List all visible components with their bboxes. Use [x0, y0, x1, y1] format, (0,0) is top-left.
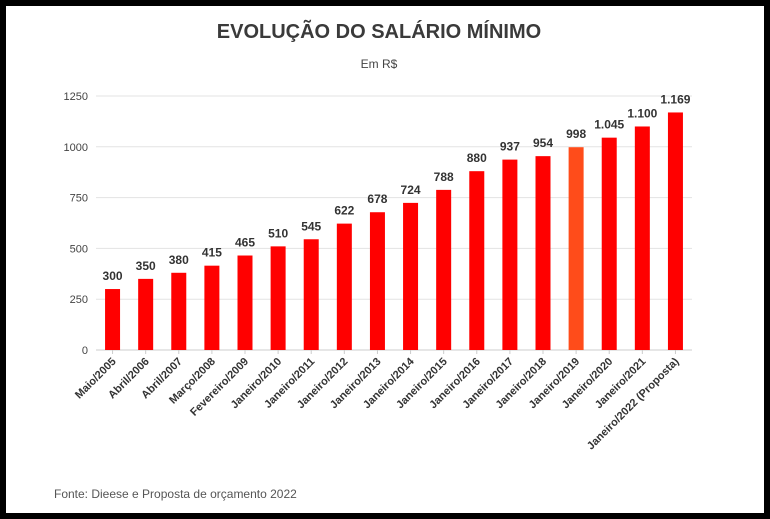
bar — [634, 126, 650, 350]
y-axis-ticks: 0 250 500 750 1000 1250 — [64, 91, 88, 357]
bar — [171, 272, 187, 350]
y-tick-label: 500 — [70, 243, 88, 255]
data-label: 937 — [500, 140, 520, 154]
data-label: 300 — [103, 269, 123, 283]
data-label: 380 — [169, 253, 189, 267]
x-axis-ticks: Maio/2005Abril/2006Abril/2007Março/2008F… — [73, 355, 682, 452]
chart-source: Fonte: Dieese e Proposta de orçamento 20… — [54, 487, 297, 501]
y-tick-label: 1000 — [64, 142, 88, 154]
data-label: 678 — [367, 192, 387, 206]
bar — [469, 171, 485, 350]
bar — [667, 112, 683, 350]
bar — [436, 189, 452, 350]
chart-subtitle: Em R$ — [361, 57, 398, 71]
data-labels: 300 350 380 415 465 510 545 622 678 724 788 880 937 9… — [103, 92, 691, 283]
bar — [403, 202, 419, 350]
bar — [502, 159, 518, 350]
bar — [568, 147, 584, 350]
bar — [270, 246, 286, 350]
data-label: 954 — [533, 136, 553, 150]
data-label: 724 — [401, 183, 421, 197]
data-label: 465 — [235, 236, 255, 250]
bars — [105, 112, 683, 354]
bar — [138, 278, 154, 350]
bar — [336, 223, 352, 350]
data-label: 880 — [467, 151, 487, 165]
bar — [601, 137, 617, 350]
y-tick-label: 0 — [82, 345, 88, 357]
y-tick-label: 250 — [70, 294, 88, 306]
bar — [105, 289, 121, 350]
bar — [237, 255, 253, 350]
x-tick-label: Fevereiro/2009 — [188, 356, 251, 419]
data-label: 545 — [301, 219, 321, 233]
chart-frame: EVOLUÇÃO DO SALÁRIO MÍNIMO Em R$ 0 250 500… — [6, 6, 764, 513]
data-label: 350 — [136, 259, 156, 273]
data-label: 788 — [434, 170, 454, 184]
bar — [204, 265, 220, 350]
bar — [535, 156, 551, 350]
data-label: 510 — [268, 226, 288, 240]
data-label: 998 — [566, 127, 586, 141]
data-label: 622 — [334, 204, 354, 218]
data-label: 1.100 — [627, 106, 657, 120]
data-label: 1.045 — [594, 118, 624, 132]
y-tick-label: 1250 — [64, 91, 88, 103]
data-label: 415 — [202, 246, 222, 260]
salario-minimo-chart: EVOLUÇÃO DO SALÁRIO MÍNIMO Em R$ 0 250 500… — [54, 20, 692, 501]
data-label: 1.169 — [660, 92, 690, 106]
chart-title: EVOLUÇÃO DO SALÁRIO MÍNIMO — [217, 20, 541, 43]
bar — [369, 212, 385, 350]
gridlines — [96, 95, 692, 300]
y-tick-label: 750 — [70, 193, 88, 205]
bar — [303, 239, 319, 350]
